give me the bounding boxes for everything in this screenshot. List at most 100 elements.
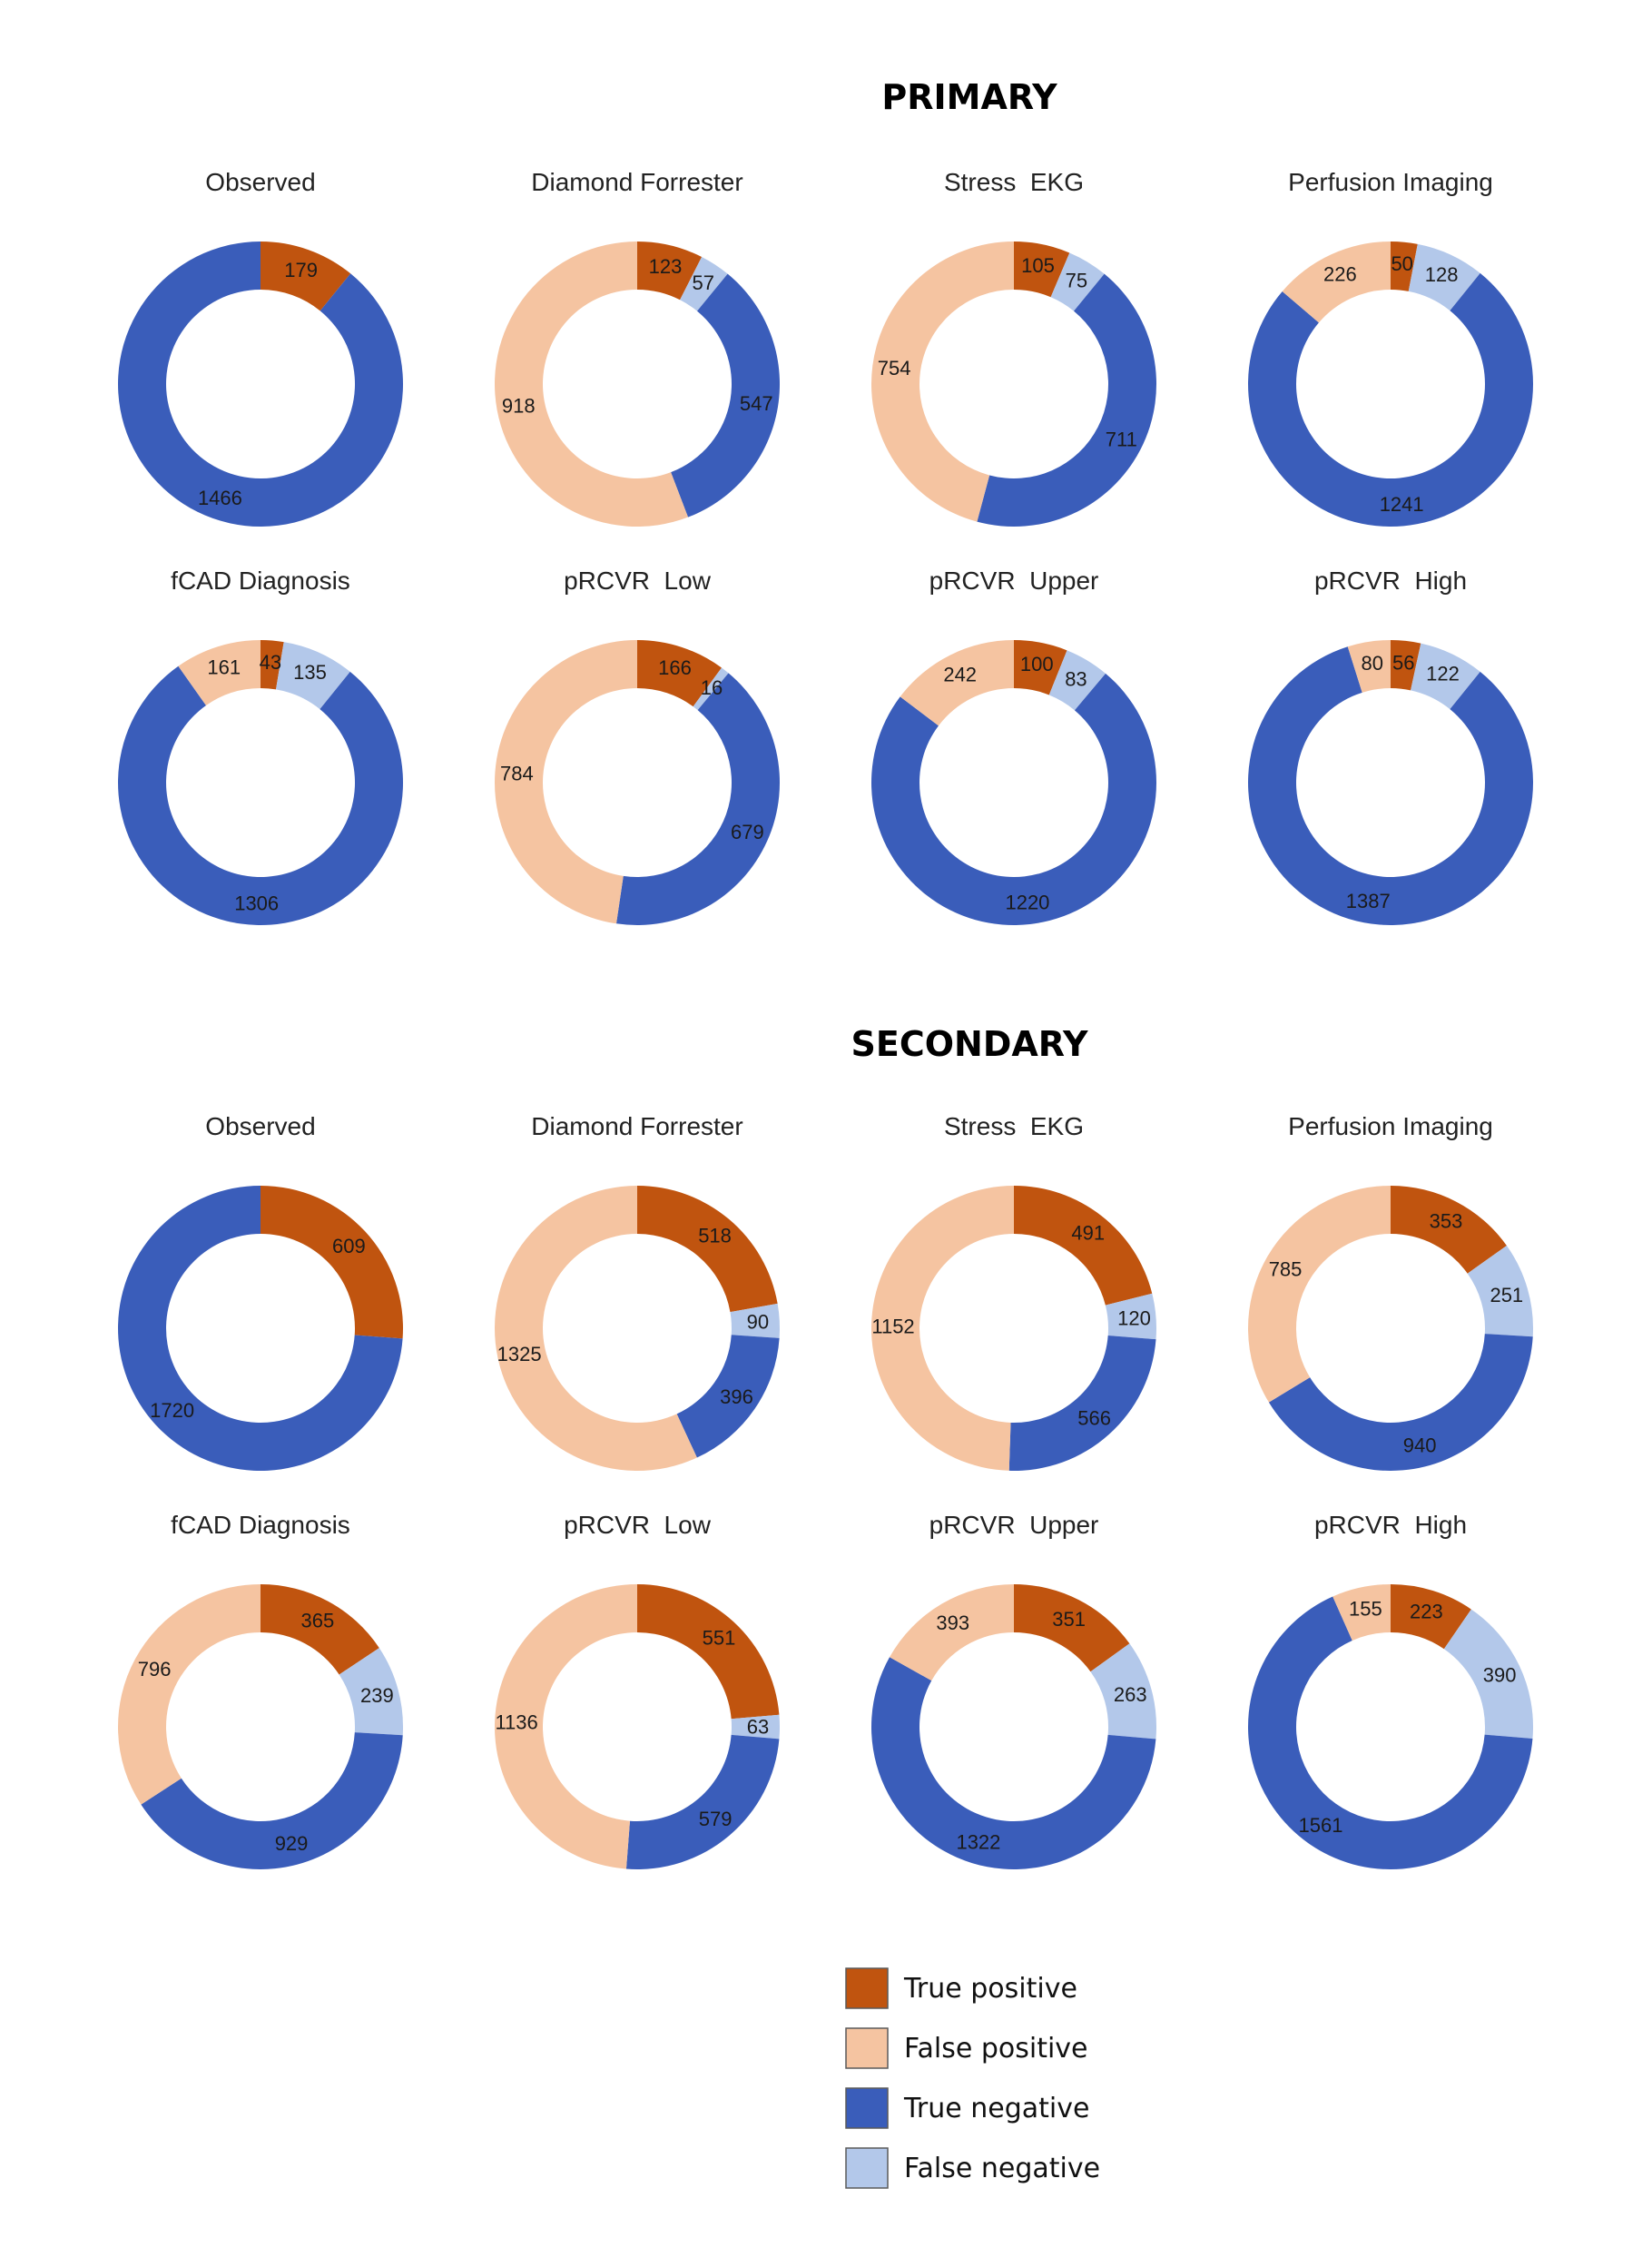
data-label-true-positive: 43: [260, 651, 281, 674]
donut-chart-primary-perfusion-imaging: Perfusion Imaging 50 128 1241 226: [1248, 168, 1534, 527]
chart-title: pRCVR Upper: [929, 567, 1099, 595]
data-label-true-positive: 518: [698, 1225, 732, 1247]
slice-true-positive: [637, 1584, 780, 1720]
chart-title: pRCVR Low: [564, 567, 712, 595]
slice-false-positive: [495, 241, 689, 527]
slice-true-positive: [261, 241, 351, 311]
donut-chart-secondary-stress-ekg: Stress EKG 491 120 566 1152: [870, 1112, 1156, 1472]
legend-item-false-positive: False positive: [845, 2027, 1088, 2069]
data-label-true-negative: 1220: [1005, 892, 1049, 914]
data-label-false-negative: 239: [360, 1684, 394, 1707]
data-label-false-positive: 155: [1349, 1597, 1382, 1620]
slice-false-positive: [1347, 640, 1391, 693]
slice-true-positive: [637, 1186, 778, 1313]
data-label-true-negative: 940: [1403, 1434, 1437, 1457]
donut-chart-grid: Observed 179 1466 Diamond Forrester 123 57 547…: [117, 168, 1534, 1869]
chart-title: Observed: [205, 1112, 315, 1140]
data-label-false-positive: 796: [138, 1658, 172, 1681]
slice-true-negative: [117, 241, 403, 527]
slice-false-negative: [1105, 1293, 1156, 1340]
slice-true-negative: [1008, 1336, 1156, 1472]
legend: True positive False positive True negative…: [845, 1967, 1100, 2189]
slice-true-positive: [1014, 1186, 1153, 1306]
legend-swatch: [845, 2087, 889, 2129]
slice-false-positive: [178, 640, 261, 706]
data-label-false-positive: 393: [936, 1612, 969, 1634]
slice-false-positive: [494, 640, 637, 924]
slice-true-negative: [671, 273, 780, 517]
slice-false-positive: [871, 241, 1014, 522]
slice-false-positive: [890, 1584, 1014, 1681]
slice-true-positive: [261, 1186, 403, 1339]
slice-true-negative: [1247, 646, 1533, 926]
slice-false-negative: [1090, 1643, 1156, 1740]
legend-swatch: [845, 1967, 889, 2009]
legend-label: False negative: [904, 2153, 1100, 2184]
slice-false-negative: [1411, 643, 1480, 710]
slice-false-negative: [680, 257, 728, 311]
data-label-false-positive: 918: [502, 395, 536, 418]
chart-title: Perfusion Imaging: [1288, 1112, 1493, 1140]
section-title-secondary: SECONDARY: [851, 1024, 1088, 1064]
data-label-true-negative: 929: [275, 1832, 309, 1855]
chart-title: Perfusion Imaging: [1288, 168, 1493, 196]
slice-true-positive: [261, 640, 284, 690]
donut-chart-secondary-fcad-diagnosis: fCAD Diagnosis 365 239 929 796: [118, 1511, 403, 1869]
slice-true-positive: [637, 640, 723, 707]
section-title-primary: PRIMARY: [881, 77, 1057, 117]
data-label-true-positive: 351: [1052, 1608, 1086, 1631]
chart-title: Stress EKG: [944, 1112, 1084, 1140]
data-label-false-negative: 83: [1065, 667, 1087, 690]
slice-false-negative: [276, 642, 350, 710]
slice-false-negative: [339, 1648, 403, 1736]
slice-true-positive: [1014, 241, 1070, 298]
donut-chart-secondary-observed: Observed 609 1720: [118, 1112, 403, 1472]
donut-chart-secondary-diamond-forrester: Diamond Forrester 518 90 396 1325: [494, 1112, 780, 1472]
donut-chart-secondary-prcvr-low: pRCVR Low 551 63 579 1136: [495, 1511, 780, 1869]
slice-false-negative: [730, 1303, 780, 1338]
data-label-true-positive: 609: [332, 1235, 366, 1257]
data-label-true-negative: 1241: [1380, 493, 1424, 516]
data-label-false-positive: 226: [1323, 263, 1357, 286]
slice-false-positive: [495, 1584, 637, 1869]
donut-chart-secondary-prcvr-upper: pRCVR Upper 351 263 1322 393: [871, 1511, 1156, 1869]
data-label-true-positive: 353: [1430, 1209, 1463, 1232]
slice-false-positive: [118, 1584, 261, 1805]
data-label-true-positive: 100: [1020, 653, 1054, 675]
slice-false-positive: [1282, 241, 1391, 323]
data-label-false-negative: 135: [293, 661, 327, 684]
slice-true-negative: [625, 1734, 780, 1869]
data-label-false-negative: 251: [1490, 1284, 1523, 1306]
data-label-true-positive: 166: [658, 656, 692, 679]
data-label-true-negative: 396: [720, 1385, 753, 1408]
slice-true-positive: [637, 241, 703, 301]
slice-true-positive: [261, 1584, 379, 1675]
donut-chart-secondary-perfusion-imaging: Perfusion Imaging 353 251 940 785: [1248, 1112, 1533, 1471]
donut-chart-primary-stress-ekg: Stress EKG 105 75 711 754: [871, 168, 1157, 527]
chart-title: Diamond Forrester: [531, 168, 742, 196]
donut-chart-primary-diamond-forrester: Diamond Forrester 123 57 547 918: [495, 168, 780, 527]
slice-true-negative: [118, 1186, 403, 1472]
data-label-false-positive: 1325: [497, 1343, 542, 1365]
chart-title: pRCVR High: [1314, 567, 1467, 595]
donut-chart-primary-prcvr-high: pRCVR High 56 122 1387 80: [1247, 567, 1533, 926]
data-label-true-positive: 551: [703, 1627, 736, 1650]
slice-true-negative: [117, 665, 403, 926]
data-label-true-negative: 1720: [150, 1399, 194, 1422]
data-label-false-negative: 120: [1117, 1306, 1151, 1329]
slice-false-negative: [1467, 1245, 1533, 1337]
data-label-false-positive: 242: [943, 663, 977, 685]
chart-title: Diamond Forrester: [531, 1112, 742, 1140]
slice-false-negative: [693, 667, 729, 711]
slice-true-negative: [676, 1335, 780, 1458]
donut-chart-primary-observed: Observed 179 1466: [117, 168, 403, 527]
data-label-false-positive: 784: [500, 763, 534, 785]
data-label-false-positive: 161: [207, 656, 241, 679]
slice-false-positive: [1248, 1186, 1391, 1403]
donut-chart-primary-fcad-diagnosis: fCAD Diagnosis 43 135 1306 161: [117, 567, 403, 926]
data-label-false-negative: 75: [1066, 270, 1087, 292]
slice-true-negative: [1248, 272, 1534, 527]
data-label-false-negative: 263: [1114, 1683, 1147, 1706]
slice-false-negative: [1048, 650, 1106, 711]
legend-label: False positive: [904, 2033, 1088, 2065]
